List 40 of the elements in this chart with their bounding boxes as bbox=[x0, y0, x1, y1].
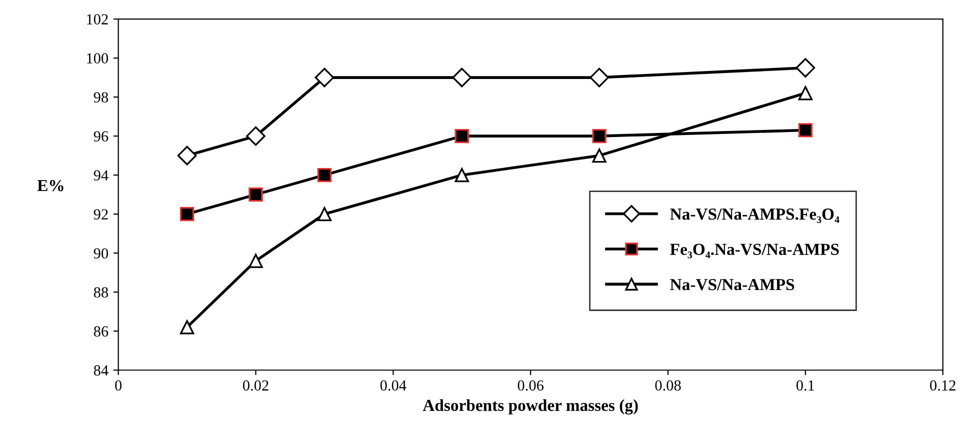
y-tick-label: 84 bbox=[94, 365, 108, 376]
x-tick-label: 0.02 bbox=[242, 380, 268, 391]
x-tick-label: 0 bbox=[115, 380, 122, 391]
point bbox=[317, 207, 332, 222]
point bbox=[314, 68, 334, 88]
y-tick-label: 88 bbox=[94, 287, 108, 298]
point bbox=[590, 68, 609, 88]
y-tick-label: 94 bbox=[94, 170, 108, 181]
x-axis-title: Adsorbents powder masses (g) bbox=[422, 399, 638, 415]
legend-label: Na-VS/Na-AMPS bbox=[670, 278, 794, 290]
point bbox=[180, 207, 194, 222]
point bbox=[452, 68, 472, 88]
y-tick-label: 86 bbox=[94, 326, 108, 337]
legend-label: Fe₃O₄.Na-VS/Na-AMPS bbox=[670, 244, 839, 258]
y-tick-label: 100 bbox=[87, 53, 108, 64]
y-tick-label: 96 bbox=[94, 131, 108, 142]
point bbox=[592, 148, 606, 163]
point bbox=[248, 254, 263, 268]
y-tick-label: 92 bbox=[94, 209, 108, 220]
point bbox=[796, 58, 816, 78]
point bbox=[798, 86, 813, 100]
legend-label: Na-VS/Na-AMPS.Fe₃O₄ bbox=[670, 208, 840, 224]
point bbox=[177, 146, 197, 166]
y-tick-label: 102 bbox=[87, 14, 108, 24]
x-tick-label: 0.08 bbox=[655, 380, 681, 391]
point bbox=[180, 320, 194, 334]
y-tick-label: 98 bbox=[94, 92, 108, 103]
x-tick-label: 0.06 bbox=[518, 380, 544, 391]
y-tick-label: 90 bbox=[94, 248, 108, 259]
point bbox=[454, 168, 469, 182]
point bbox=[798, 123, 813, 138]
x-tick-label: 0.1 bbox=[796, 380, 814, 391]
point bbox=[454, 128, 469, 144]
x-tick-label: 0.12 bbox=[930, 380, 956, 391]
x-tick-label: 0.04 bbox=[380, 380, 406, 391]
point bbox=[248, 187, 263, 202]
y-axis-title: E% bbox=[37, 180, 64, 192]
point bbox=[592, 128, 606, 144]
point bbox=[317, 168, 332, 182]
point bbox=[246, 126, 266, 146]
